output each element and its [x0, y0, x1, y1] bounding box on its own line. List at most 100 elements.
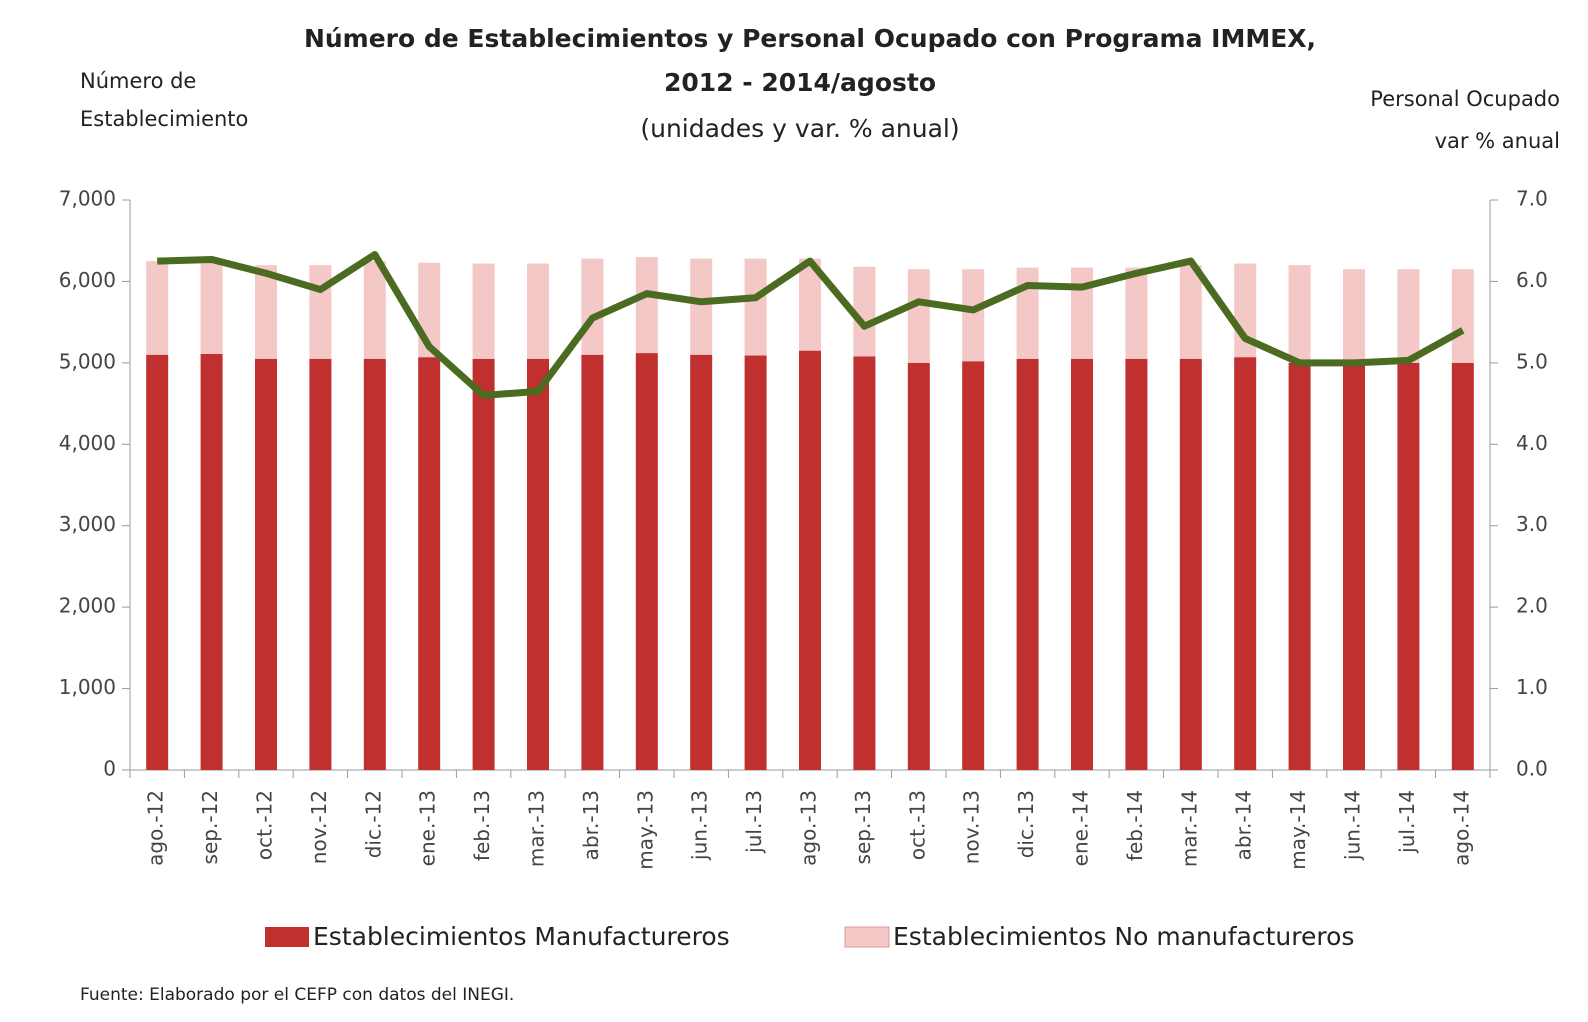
y-tick-label: 0 — [103, 757, 116, 781]
x-tick-label: jul.-14 — [1395, 790, 1419, 854]
bar — [146, 261, 169, 355]
bar — [1451, 269, 1474, 363]
bar — [907, 269, 930, 363]
y-tick-label: 3,000 — [59, 512, 116, 536]
x-tick-label: dic.-12 — [361, 790, 385, 858]
bar — [1071, 267, 1093, 359]
bar — [1125, 358, 1148, 770]
bar — [962, 269, 985, 362]
legend-swatch — [844, 926, 890, 948]
bar — [527, 358, 549, 770]
bar — [1179, 265, 1202, 359]
chart-title: 2012 - 2014/agosto — [664, 68, 936, 97]
legend-swatch — [265, 927, 309, 947]
y-tick-label: 5,000 — [59, 349, 116, 373]
y-tick-label: 6,000 — [59, 268, 116, 292]
bar — [255, 358, 277, 770]
x-tick-label: ago.-12 — [144, 790, 168, 866]
bar — [1016, 358, 1039, 770]
bar — [853, 266, 876, 357]
x-tick-label: mar.-13 — [525, 790, 549, 867]
bar — [581, 258, 604, 355]
x-tick-label: sep.-13 — [851, 790, 875, 864]
x-tick-label: dic.-13 — [1014, 790, 1038, 858]
chart-subtitle: (unidades y var. % anual) — [640, 114, 959, 143]
bar — [472, 358, 495, 770]
y2-tick-label: 2.0 — [1516, 594, 1548, 618]
bar — [1343, 362, 1365, 770]
bar — [1125, 267, 1148, 359]
y-tick-label: 1,000 — [59, 675, 116, 699]
bar — [418, 357, 441, 770]
bar — [472, 263, 495, 359]
x-tick-label: sep.-12 — [198, 790, 222, 864]
x-tick-label: nov.-13 — [960, 790, 984, 864]
x-tick-label: oct.-12 — [253, 790, 277, 860]
x-tick-label: ene.-13 — [416, 790, 440, 866]
y2-tick-label: 5.0 — [1516, 349, 1548, 373]
bar — [853, 356, 876, 770]
bar — [744, 258, 767, 356]
bar — [309, 265, 332, 359]
legend-label: Establecimientos Manufactureros — [313, 922, 730, 951]
bar — [799, 258, 821, 351]
x-tick-label: may.-13 — [633, 790, 657, 870]
y2-tick-label: 3.0 — [1516, 512, 1548, 536]
y2-axis-label: var % anual — [1435, 129, 1560, 153]
x-tick-label: feb.-14 — [1123, 790, 1147, 861]
bar — [200, 353, 223, 770]
bar — [635, 257, 658, 354]
y2-tick-label: 1.0 — [1516, 675, 1548, 699]
bar — [744, 355, 767, 770]
bar — [1288, 265, 1311, 363]
y2-tick-label: 4.0 — [1516, 431, 1548, 455]
bar — [1451, 362, 1474, 770]
bar — [962, 361, 985, 770]
y-tick-label: 7,000 — [59, 187, 116, 211]
bar — [1397, 362, 1420, 770]
bar — [1288, 362, 1311, 770]
bar — [1397, 269, 1420, 363]
line — [157, 251, 1465, 399]
x-tick-label: may.-14 — [1286, 790, 1310, 870]
bar — [581, 354, 604, 770]
y-axis-label: Establecimiento — [80, 107, 248, 131]
x-tick-label: abr.-13 — [579, 790, 603, 860]
y2-tick-label: 7.0 — [1516, 187, 1548, 211]
bar — [1179, 358, 1202, 770]
y2-tick-label: 6.0 — [1516, 268, 1548, 292]
bar — [146, 354, 169, 770]
x-tick-label: ago.-13 — [797, 790, 821, 866]
bar — [1343, 269, 1365, 363]
bar — [1071, 358, 1093, 770]
bar — [907, 362, 930, 770]
x-tick-label: jun.-14 — [1341, 790, 1365, 861]
chart-title: Número de Establecimientos y Personal Oc… — [304, 24, 1316, 53]
source-note: Fuente: Elaborado por el CEFP con datos … — [80, 985, 514, 1005]
bar — [799, 350, 821, 770]
bar — [1234, 357, 1257, 770]
bar — [690, 354, 713, 770]
bar — [690, 258, 713, 355]
x-tick-label: jun.-13 — [688, 790, 712, 861]
bar — [363, 261, 386, 359]
y-tick-label: 4,000 — [59, 431, 116, 455]
y2-axis-label: Personal Ocupado — [1370, 87, 1560, 111]
x-tick-label: mar.-14 — [1177, 790, 1201, 867]
y-axis-label: Número de — [80, 69, 196, 93]
x-tick-label: ago.-14 — [1449, 790, 1473, 866]
y2-tick-label: 0.0 — [1516, 757, 1548, 781]
bar — [200, 261, 223, 354]
legend-label: Establecimientos No manufactureros — [893, 922, 1354, 951]
x-tick-label: jul.-13 — [742, 790, 766, 854]
x-tick-label: nov.-12 — [307, 790, 331, 864]
bar — [1016, 267, 1039, 359]
bar — [363, 358, 386, 770]
bar — [255, 265, 277, 359]
x-tick-label: oct.-13 — [905, 790, 929, 860]
y-tick-label: 2,000 — [59, 594, 116, 618]
bar — [309, 358, 332, 770]
bar — [527, 263, 549, 359]
x-tick-label: abr.-14 — [1232, 790, 1256, 860]
